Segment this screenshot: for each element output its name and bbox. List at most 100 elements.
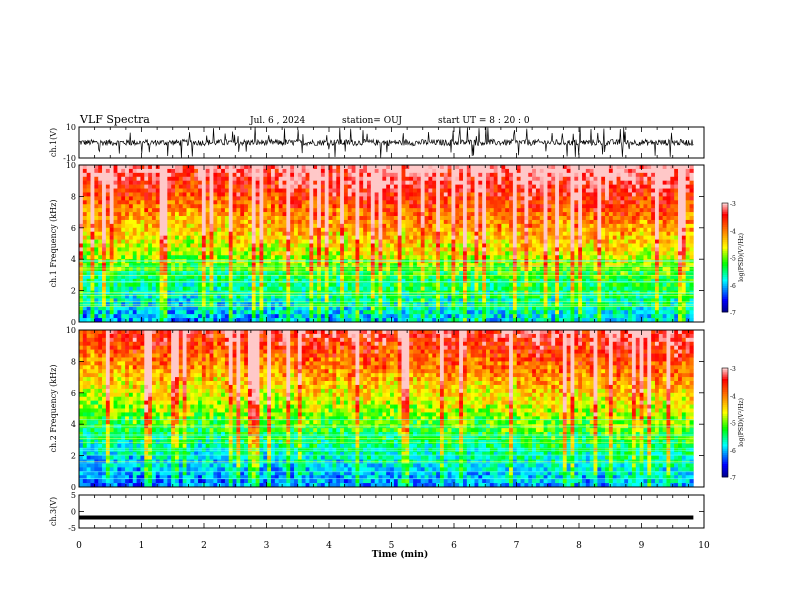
ch1-spectrogram-cell [178,278,183,284]
ch1-spectrogram-cell [190,263,195,268]
ch1-spectrogram-cell [290,223,295,229]
ch1-spectrogram-cell [505,192,510,197]
ch1-spectrogram-cell [409,282,414,287]
ch1-spectrogram-cell [428,239,433,244]
ch1-spectrogram-cell [639,204,644,209]
ch1-spectrogram-cell [597,168,602,174]
ch1-spectrogram-cell [597,200,602,205]
ch1-spectrogram-cell [616,223,621,229]
ch1-spectrogram-cell [167,200,172,205]
ch1-spectrogram-cell [359,204,364,209]
ch1-spectrogram-cell [105,192,111,197]
ch1-spectrogram-cell [121,282,126,287]
ch1-spectrogram-cell [439,255,445,260]
ch1-spectrogram-cell [658,231,663,236]
ch1-spectrogram-cell [155,278,160,284]
ch1-spectrogram-cell [217,180,222,185]
ch1-spectrogram-cell [378,219,383,225]
ch1-spectrogram-cell [643,231,648,236]
ch1-spectrogram-cell [198,172,203,178]
ch1-spectrogram-cell [151,247,157,252]
ch1-spectrogram-cell [382,282,387,287]
ch1-spectrogram-cell [451,188,456,193]
ch1-spectrogram-cell [451,204,456,209]
ch1-spectrogram-cell [428,235,433,240]
ch1-spectrogram-cell [447,168,452,174]
ch1-spectrogram-cell [443,282,448,287]
ch1-spectrogram-cell [582,200,587,205]
ch1-spectrogram-cell [105,278,111,284]
ch1-spectrogram-cell [551,235,556,240]
ch1-spectrogram-cell [125,243,130,248]
ch1-spectrogram-cell [347,274,352,280]
ch1-spectrogram-cell [543,192,548,197]
ch1-spectrogram-cell [144,188,149,193]
ch1-spectrogram-cell [643,204,648,209]
ch1-spectrogram-cell [86,278,91,284]
ch1-spectrogram-cell [605,219,610,225]
ch1-spectrogram-cell [416,223,422,229]
ch1-spectrogram-cell [566,212,571,217]
ch1-spectrogram-cell [209,216,214,221]
ch1-spectrogram-cell [259,188,264,193]
ch1-spectrogram-cell [539,278,544,284]
ch1-spectrogram-cell [175,188,180,193]
ch1-spectrogram-cell [259,263,264,268]
ch1-spectrogram-cell [182,231,187,236]
ch1-spectrogram-cell [509,208,514,213]
ch1-spectrogram-cell [512,255,518,260]
ch1-spectrogram-cell [378,270,383,276]
ch1-spectrogram-cell [489,168,494,174]
ch1-spectrogram-cell [351,165,356,170]
ch1-spectrogram-cell [209,239,214,244]
ch1-spectrogram-cell [82,192,87,197]
ch1-spectrogram-cell [566,165,571,170]
ch1-spectrogram-cell [443,204,448,209]
ch1-spectrogram-cell [86,274,91,280]
ch1-spectrogram-cell [597,223,602,229]
ch1-spectrogram-cell [528,208,533,213]
ch1-spectrogram-cell [263,184,268,189]
ch1-spectrogram-cell [543,196,548,201]
ch1-spectrogram-cell [98,274,103,280]
ch1-spectrogram-cell [198,168,203,174]
ch1-spectrogram-cell [213,219,218,225]
ch1-spectrogram-cell [201,216,207,221]
ch1-spectrogram-cell [520,172,525,178]
ch1-spectrogram-cell [666,196,671,201]
ch1-spectrogram-cell [439,263,445,268]
ch1-spectrogram-cell [144,212,149,217]
ch1-spectrogram-cell [643,263,648,268]
ch1-spectrogram-cell [436,251,441,256]
ch1-spectrogram-cell [459,196,464,201]
ch1-spectrogram-cell [516,188,521,193]
ch1-spectrogram-cell [562,192,567,197]
ch1-spectrogram-cell [393,192,399,197]
ch1-spectrogram-cell [186,176,191,181]
ch1-spectrogram-cell [128,188,134,193]
ch1-spectrogram-cell [267,235,272,240]
ch1-spectrogram-cell [432,212,437,217]
ch1-spectrogram-cell [224,255,230,260]
ch1-spectrogram-cell [163,184,168,189]
ch1-spectrogram-cell [278,192,283,197]
ch1-spectrogram-cell [159,239,164,244]
ch1-spectrogram-cell [654,247,660,252]
ch1-spectrogram-cell [113,219,118,225]
ch1-spectrogram-cell [186,235,191,240]
ch1-spectrogram-cell [113,247,118,252]
ch1-spectrogram-cell [117,196,122,201]
ch1-spectrogram-cell [267,216,272,221]
ch1-spectrogram-cell [332,204,337,209]
ch1-spectrogram-cell [482,274,487,280]
ch1-spectrogram-cell [543,239,548,244]
ch1-spectrogram-cell [151,231,157,236]
ch1-spectrogram-cell [109,192,114,197]
ch1-spectrogram-cell [282,168,287,174]
ch1-spectrogram-cell [674,216,679,221]
ch1-spectrogram-cell [79,172,84,178]
ch1-spectrogram-cell [128,208,134,213]
ch1-spectrogram-cell [351,196,356,201]
ch1-spectrogram-cell [186,204,191,209]
ch1-spectrogram-cell [217,208,222,213]
